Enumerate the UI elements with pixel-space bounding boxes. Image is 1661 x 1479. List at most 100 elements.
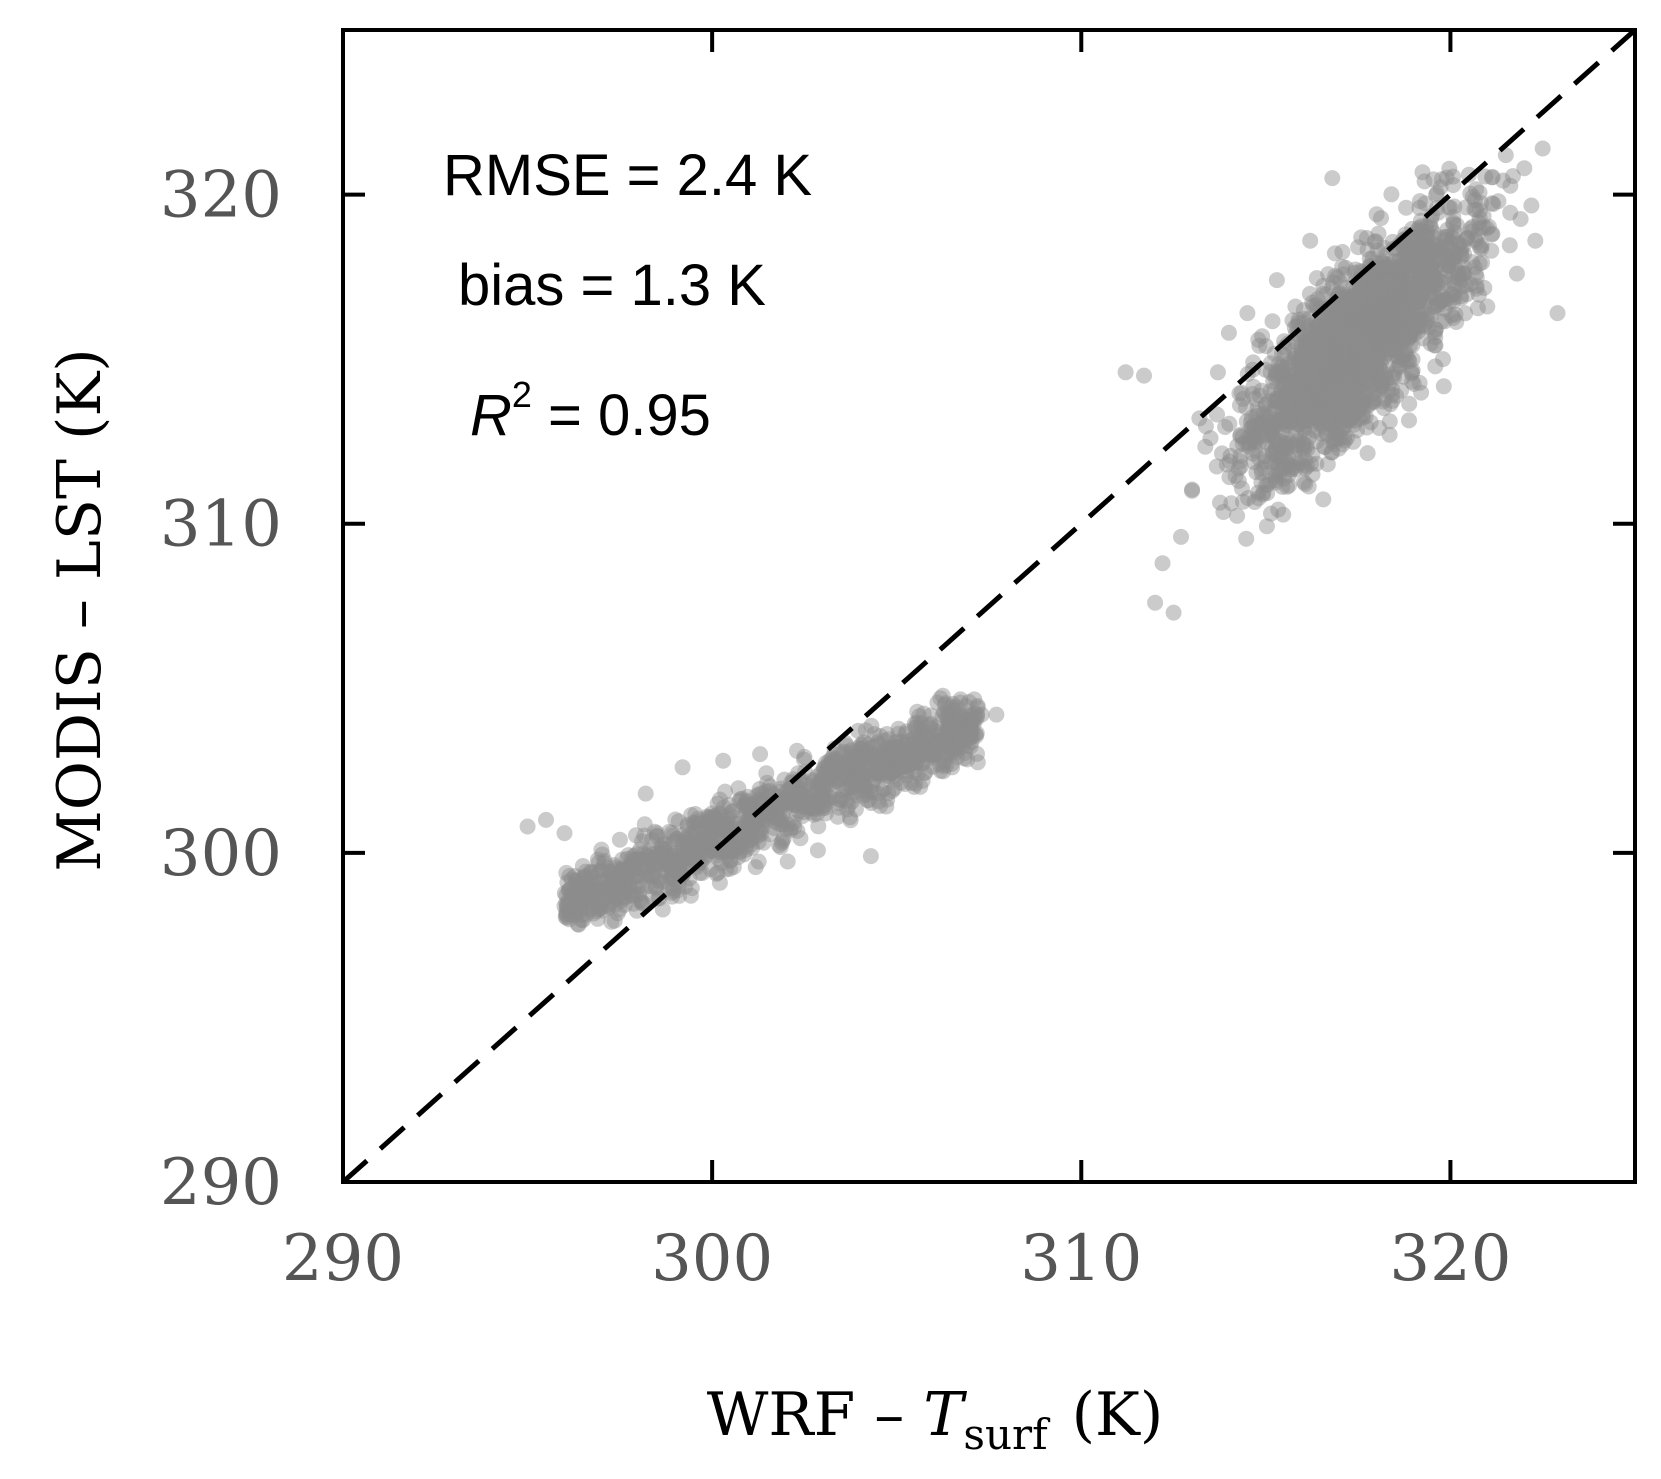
cluster-low-point (952, 706, 969, 723)
cluster-low-point (652, 874, 669, 891)
cluster-low-point (779, 816, 796, 833)
cluster-low-point (670, 857, 687, 874)
cluster-low-point (809, 768, 826, 785)
cluster-low-point (762, 826, 779, 843)
cluster-low-point (947, 744, 964, 761)
cluster-low-point (864, 776, 880, 793)
cluster-low-point (817, 799, 834, 816)
cluster-low-point (957, 730, 974, 747)
cluster-low-point (962, 716, 979, 733)
cluster-low-point (879, 791, 896, 808)
cluster-high-point (1429, 276, 1446, 293)
cluster-low-point (754, 812, 771, 829)
cluster-low-point (834, 782, 851, 799)
cluster-low-point (636, 862, 653, 879)
cluster-low-point (912, 778, 929, 795)
cluster-low-point (624, 863, 641, 880)
cluster-low-point (638, 878, 655, 895)
cluster-high-point (1326, 365, 1343, 382)
cluster-low-point (948, 737, 965, 753)
cluster-low-point (574, 891, 590, 908)
cluster-low-point (739, 820, 755, 837)
cluster-low-point (943, 720, 960, 737)
cluster-low-point (642, 878, 659, 895)
cluster-low-point (668, 831, 685, 848)
cluster-low-point (677, 829, 694, 846)
cluster-low-point (845, 771, 862, 787)
cluster-low-point (962, 726, 979, 743)
cluster-low-point (952, 715, 969, 732)
cluster-low-point (740, 819, 757, 836)
cluster-low-point (636, 816, 653, 833)
cluster-low-point (665, 880, 681, 897)
cluster-low-point (810, 818, 827, 835)
cluster-low-point (558, 864, 575, 881)
cluster-low-point (912, 718, 929, 735)
cluster-low-point (647, 855, 663, 872)
cluster-low-point (887, 763, 904, 780)
cluster-low-point (604, 877, 621, 894)
cluster-low-point (641, 841, 658, 858)
cluster-high-point (1295, 435, 1312, 452)
cluster-low-point (711, 791, 728, 808)
cluster-low-point (739, 801, 756, 818)
cluster-high-point (1233, 384, 1250, 401)
cluster-low-point (771, 810, 788, 827)
cluster-low-point (587, 881, 604, 898)
cluster-low-point (725, 859, 742, 875)
cluster-low-point (634, 877, 651, 894)
x-axis-title-unit: (K) (1072, 1380, 1164, 1450)
cluster-low-point (698, 814, 715, 831)
cluster-low-point (864, 752, 881, 769)
cluster-high-point (1353, 229, 1370, 246)
cluster-low-point (898, 750, 915, 767)
cluster-high-point (1373, 210, 1389, 227)
cluster-low-point (850, 762, 867, 779)
cluster-low-point (615, 880, 632, 897)
cluster-low-point (702, 836, 719, 853)
cluster-high-point (1549, 305, 1566, 322)
cluster-low-point (614, 884, 631, 901)
cluster-low-point (940, 732, 956, 749)
cluster-low-point (613, 862, 630, 879)
cluster-low-point (969, 754, 986, 771)
cluster-low-point (938, 730, 955, 747)
cluster-low-point (839, 756, 856, 773)
cluster-low-point (889, 759, 906, 776)
cluster-low-point (915, 754, 932, 771)
cluster-low-point (967, 726, 984, 743)
cluster-low-point (666, 845, 683, 862)
cluster-low-point (908, 754, 925, 771)
cluster-low-point (957, 745, 973, 761)
cluster-high-point (1258, 518, 1275, 535)
cluster-high-point (1238, 530, 1255, 547)
cluster-low-point (809, 842, 826, 859)
cluster-high-point (1333, 323, 1350, 340)
cluster-low-point (791, 785, 808, 802)
cluster-low-point (662, 860, 679, 876)
cluster-low-point (814, 788, 831, 805)
cluster-low-point (589, 851, 606, 868)
cluster-low-point (961, 708, 978, 725)
cluster-low-point (813, 765, 829, 782)
cluster-low-point (868, 762, 884, 779)
cluster-high-point (1508, 265, 1525, 282)
cluster-high-point (1467, 265, 1484, 282)
cluster-low-point (709, 811, 726, 828)
cluster-low-point (936, 735, 953, 752)
cluster-low-point (814, 779, 831, 795)
cluster-low-point (606, 870, 623, 887)
cluster-low-point (698, 846, 714, 862)
cluster-low-point (935, 758, 952, 774)
cluster-low-point (646, 856, 663, 872)
cluster-low-point (609, 878, 626, 895)
cluster-low-point (561, 868, 578, 884)
x-axis-title: WRF – Tsurf (K) (707, 1380, 1164, 1459)
cluster-low-point (858, 783, 875, 800)
cluster-low-point (736, 846, 753, 863)
cluster-low-point (906, 730, 923, 747)
cluster-low-point (686, 815, 703, 832)
cluster-low-point (589, 898, 606, 914)
cluster-low-point (735, 797, 752, 814)
cluster-low-point (816, 797, 833, 813)
